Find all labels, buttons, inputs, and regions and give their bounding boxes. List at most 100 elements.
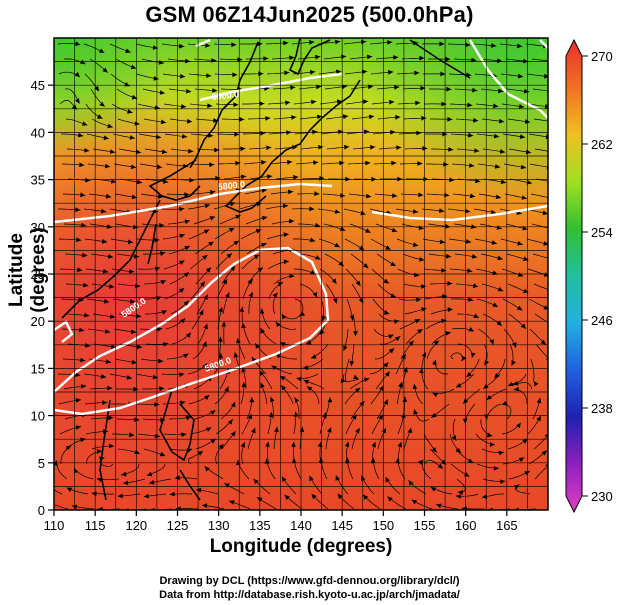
streamline-arrow [412, 242, 419, 247]
streamline-arrow [394, 336, 401, 342]
streamline-arrow [185, 332, 191, 338]
streamline-arrow [76, 237, 82, 243]
streamline-arrow [283, 232, 289, 237]
streamline-arrow [183, 272, 189, 278]
streamline-arrow [363, 99, 369, 105]
streamline-arrow [259, 308, 265, 314]
streamline-arrow [94, 85, 100, 92]
streamline-arrow [291, 458, 297, 464]
streamline-arrow [230, 431, 236, 437]
streamline-arrow [156, 164, 163, 170]
streamline-arrow [541, 450, 547, 456]
streamline [530, 193, 548, 198]
streamline-arrow [265, 441, 270, 448]
streamline-arrow [363, 263, 369, 269]
streamline-arrow [359, 401, 365, 407]
streamline-arrow [274, 426, 279, 433]
x-tick-label: 135 [249, 518, 271, 533]
streamline-arrow [543, 241, 548, 246]
streamline-arrow [153, 76, 159, 81]
streamline-arrow [247, 413, 253, 420]
colorbar-tick-label: 254 [591, 225, 613, 240]
streamline-arrow [414, 70, 420, 76]
streamline-arrow [179, 400, 186, 406]
streamline [532, 88, 548, 92]
streamline-arrow [365, 160, 371, 166]
streamline-arrow [430, 487, 437, 492]
streamline-arrow [318, 144, 324, 150]
x-tick-label: 140 [290, 518, 312, 533]
streamline-arrow [80, 437, 86, 443]
streamline-arrow [206, 73, 212, 78]
streamline-arrow [519, 134, 526, 139]
streamline-arrow [169, 491, 175, 497]
streamline-arrow [544, 433, 548, 439]
streamline-arrow [364, 377, 370, 382]
streamline-arrow [75, 398, 81, 403]
streamline-arrow [179, 233, 185, 239]
streamline-arrow [441, 101, 447, 107]
streamline-arrow [331, 278, 337, 284]
streamline-arrow [553, 180, 558, 185]
streamline-arrow [455, 447, 462, 453]
streamline-arrow [221, 321, 227, 327]
streamline-arrow [288, 189, 294, 195]
streamline-arrow [344, 144, 350, 150]
streamline-arrow [422, 146, 428, 151]
streamline-arrow [394, 85, 400, 90]
streamline-arrow [131, 94, 138, 100]
streamline-arrow [270, 396, 275, 403]
streamline-arrow [447, 307, 453, 312]
streamline-arrow [104, 329, 111, 334]
streamline-arrow [444, 223, 451, 229]
streamline-arrow [260, 328, 265, 334]
streamline-arrow [275, 321, 281, 328]
streamline-arrow [267, 174, 273, 179]
streamline-arrow [136, 313, 142, 319]
streamline-arrow [259, 101, 265, 107]
streamline-arrow [283, 259, 289, 265]
streamline-arrow [103, 135, 109, 141]
streamline-arrow [508, 381, 514, 387]
streamline-arrow [496, 225, 502, 230]
streamline-arrow [251, 427, 256, 434]
streamline-arrow [383, 310, 390, 315]
y-tick-label: 30 [31, 220, 45, 235]
streamline-arrow [421, 284, 427, 289]
streamline-arrow [370, 144, 376, 150]
streamline-arrow [109, 314, 116, 319]
streamline-arrow [493, 133, 500, 139]
streamline-arrow [135, 149, 142, 155]
streamline-arrow [247, 279, 253, 285]
streamline-arrow [159, 251, 166, 256]
streamline-arrow [281, 385, 287, 391]
streamline-arrow [311, 354, 317, 359]
streamline-arrow [186, 88, 192, 94]
streamline-arrow [136, 344, 143, 350]
streamline-arrow [231, 42, 237, 48]
streamline-arrow [355, 428, 360, 434]
streamline-arrow [415, 297, 422, 303]
streamline-arrow [309, 206, 315, 212]
streamline-arrow [85, 343, 91, 348]
streamline [345, 358, 350, 382]
streamline-arrow [311, 99, 317, 105]
streamline-arrow [209, 189, 216, 195]
streamline-arrow [79, 327, 85, 333]
streamline-arrow [401, 412, 406, 418]
streamline-arrow [315, 255, 321, 260]
streamline-arrow [181, 432, 187, 437]
streamline-arrow [467, 458, 474, 463]
streamline-arrow [241, 381, 247, 388]
streamline-arrow [233, 240, 240, 246]
streamline-arrow [340, 193, 346, 198]
streamline-arrow [493, 466, 499, 471]
streamline-arrow [224, 386, 229, 392]
streamline-arrow [184, 246, 190, 251]
streamline-arrow [179, 43, 185, 49]
streamline-arrow [239, 117, 245, 122]
x-tick-label: 160 [455, 518, 477, 533]
x-tick-label: 120 [125, 518, 147, 533]
streamline-arrow [204, 395, 210, 400]
streamline-arrow [550, 89, 555, 94]
